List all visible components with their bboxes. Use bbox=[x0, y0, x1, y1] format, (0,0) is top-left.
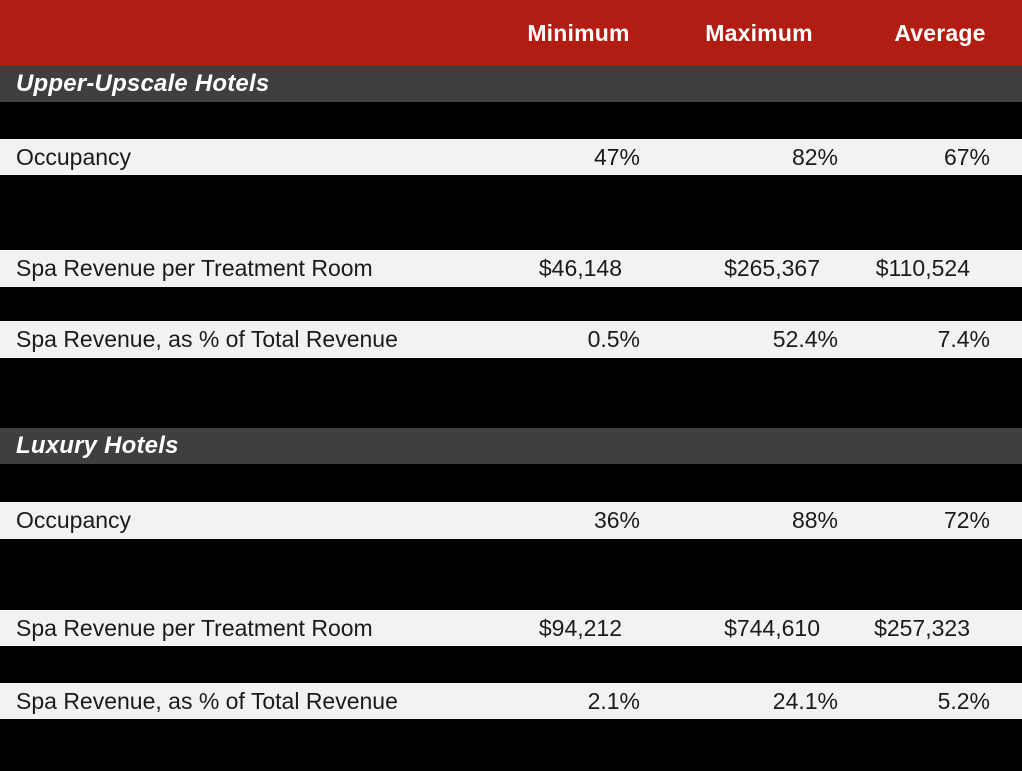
spacer-row bbox=[0, 358, 1022, 428]
cell-minimum: 0.5% bbox=[587, 326, 640, 352]
table-row-occupancy-upper: Occupancy 47% 82% 67% bbox=[0, 139, 1022, 175]
spacer-row bbox=[0, 719, 1022, 771]
row-label: Spa Revenue, as % of Total Revenue bbox=[16, 326, 398, 352]
section-title: Upper-Upscale Hotels bbox=[16, 70, 270, 97]
column-header-maximum: Maximum bbox=[705, 19, 813, 46]
table-row-spa-revenue-per-room-upper: Spa Revenue per Treatment Room $46,148 $… bbox=[0, 250, 1022, 287]
cell-maximum: 52.4% bbox=[772, 326, 838, 352]
cell-average: 72% bbox=[943, 507, 990, 533]
spacer-row bbox=[0, 646, 1022, 683]
cell-minimum: $94,212 bbox=[538, 614, 622, 641]
cell-minimum: 2.1% bbox=[587, 687, 640, 714]
row-label: Spa Revenue per Treatment Room bbox=[16, 255, 373, 281]
row-label: Spa Revenue per Treatment Room bbox=[16, 614, 373, 641]
table-row-spa-revenue-pct-luxury: Spa Revenue, as % of Total Revenue 2.1% … bbox=[0, 683, 1022, 719]
row-label: Occupancy bbox=[16, 507, 132, 533]
section-header-upper-upscale: Upper-Upscale Hotels bbox=[0, 66, 1022, 102]
table-row-occupancy-luxury: Occupancy 36% 88% 72% bbox=[0, 502, 1022, 539]
cell-minimum: 47% bbox=[593, 143, 640, 170]
spacer-row bbox=[0, 539, 1022, 610]
cell-average: $110,524 bbox=[875, 255, 970, 281]
section-header-luxury: Luxury Hotels bbox=[0, 428, 1022, 464]
cell-average: $257,323 bbox=[874, 614, 970, 641]
cell-average: 67% bbox=[943, 143, 990, 170]
column-header-average: Average bbox=[894, 19, 986, 46]
cell-maximum: 88% bbox=[791, 507, 838, 533]
table-row-spa-revenue-per-room-luxury: Spa Revenue per Treatment Room $94,212 $… bbox=[0, 610, 1022, 646]
spacer-row bbox=[0, 287, 1022, 321]
spacer-row bbox=[0, 175, 1022, 250]
column-header-minimum: Minimum bbox=[527, 19, 630, 46]
cell-maximum: 82% bbox=[791, 143, 838, 170]
table-row-spa-revenue-pct-upper: Spa Revenue, as % of Total Revenue 0.5% … bbox=[0, 321, 1022, 358]
cell-maximum: $744,610 bbox=[724, 614, 820, 641]
cell-minimum: $46,148 bbox=[538, 255, 622, 281]
cell-average: 7.4% bbox=[937, 326, 990, 352]
row-label: Occupancy bbox=[16, 143, 132, 170]
table-header-row: Minimum Maximum Average bbox=[0, 0, 1022, 66]
row-label: Spa Revenue, as % of Total Revenue bbox=[16, 687, 398, 714]
section-title: Luxury Hotels bbox=[16, 432, 179, 459]
spacer-row bbox=[0, 102, 1022, 139]
spacer-row bbox=[0, 464, 1022, 502]
cell-minimum: 36% bbox=[593, 507, 640, 533]
cell-maximum: $265,367 bbox=[724, 255, 820, 281]
cell-maximum: 24.1% bbox=[772, 687, 838, 714]
cell-average: 5.2% bbox=[937, 687, 990, 714]
